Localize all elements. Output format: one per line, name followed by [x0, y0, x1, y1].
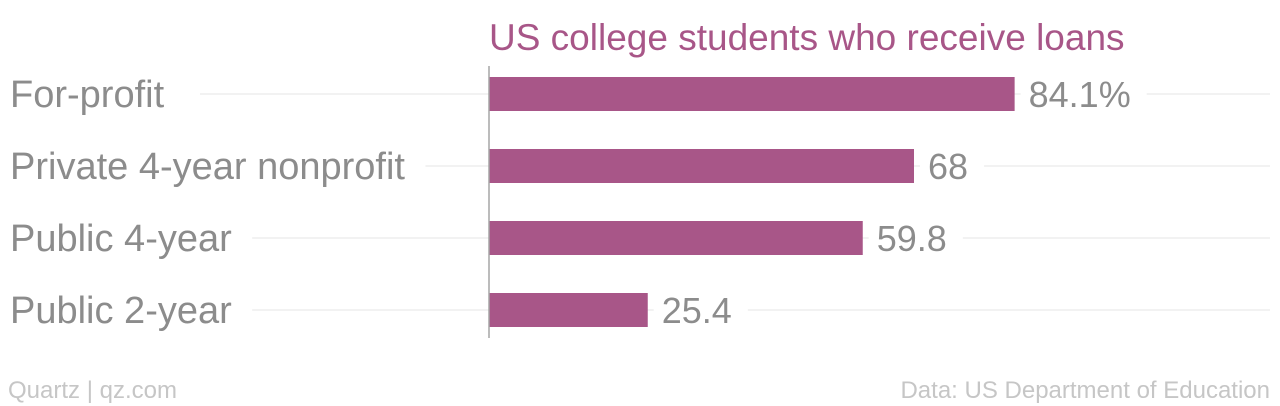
bar: [489, 77, 1015, 111]
value-label: 68: [928, 146, 968, 187]
value-label-background: [868, 218, 963, 259]
footer-source: Data: US Department of Education: [900, 377, 1270, 404]
category-label-background: [6, 74, 185, 116]
value-label-background: [653, 290, 748, 331]
category-label-background: [6, 218, 253, 260]
value-label: 25.4: [662, 290, 732, 331]
category-labels: For-profit Private 4-year nonprofit Public…: [6, 74, 426, 332]
category-label: Public 2-year: [10, 290, 232, 332]
category-label: For-profit: [10, 74, 165, 116]
category-label: Public 4-year: [10, 218, 232, 260]
bar: [489, 221, 863, 255]
value-label: 59.8: [877, 218, 947, 259]
footer-credit: Quartz | qz.com: [8, 377, 177, 404]
category-label: Private 4-year nonprofit: [10, 146, 405, 188]
category-label-background: [6, 146, 426, 188]
bars: [489, 77, 1015, 327]
gridlines: [200, 93, 1270, 311]
bar: [489, 149, 914, 183]
series-title: US college students who receive loans: [489, 17, 1125, 58]
value-label: 84.1%: [1029, 74, 1131, 115]
value-label-background: [1020, 74, 1147, 115]
bar: [489, 293, 648, 327]
value-labels: 84.1% 68 59.8 25.4: [653, 74, 1147, 331]
value-label-background: [920, 146, 985, 187]
category-label-background: [6, 290, 253, 332]
